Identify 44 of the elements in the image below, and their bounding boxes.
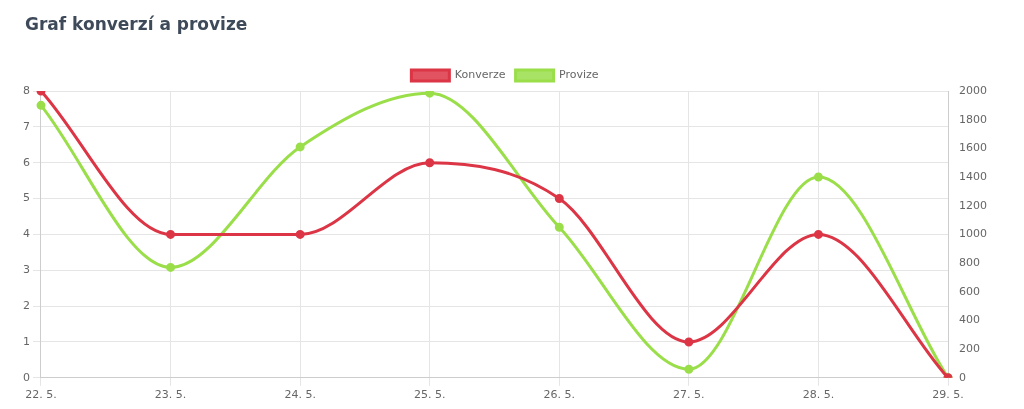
y2-tick-label: 1200: [959, 198, 988, 212]
x-tick-label: 23. 5.: [154, 388, 187, 402]
y2-tick-label: 400: [959, 313, 981, 327]
point: [36, 100, 46, 110]
y-tick-label: 5: [23, 191, 30, 205]
point: [554, 194, 564, 204]
y2-tick-label: 1400: [959, 169, 988, 183]
point: [166, 262, 176, 272]
point: [425, 158, 435, 168]
y-tick-label: 3: [23, 263, 30, 277]
point: [295, 142, 305, 152]
x-tick-label: 28. 5.: [802, 388, 835, 402]
point: [813, 172, 823, 182]
y-tick-label: 0: [23, 370, 30, 384]
x-tick-label: 29. 5.: [932, 388, 964, 402]
point: [166, 229, 176, 239]
legend-label: Provize: [559, 68, 599, 82]
y2-tick-label: 800: [959, 255, 981, 269]
x-tick-label: 26. 5.: [543, 388, 576, 402]
y2-tick-label: 2000: [959, 83, 988, 97]
x-tick-label: 25. 5.: [413, 388, 446, 402]
point: [684, 337, 694, 347]
y-tick-label: 2: [23, 298, 30, 312]
point: [425, 91, 435, 98]
point: [684, 364, 694, 374]
point: [554, 222, 564, 232]
y-tick-label: 1: [23, 334, 30, 348]
x-tick-label: 27. 5.: [673, 388, 705, 402]
x-tick-label: 24. 5.: [284, 388, 316, 402]
y2-tick-label: 1600: [959, 141, 988, 155]
point: [813, 229, 823, 239]
point: [295, 229, 305, 239]
y-tick-label: 7: [23, 119, 30, 133]
y-tick-label: 8: [23, 83, 30, 97]
y2-tick-label: 0: [959, 370, 967, 384]
y2-tick-label: 1800: [959, 112, 988, 126]
legend-label: Konverze: [454, 68, 506, 82]
y-tick-label: 4: [23, 227, 30, 241]
x-tick-label: 22. 5.: [25, 388, 57, 402]
y2-tick-label: 600: [959, 284, 981, 298]
y2-tick-label: 200: [959, 341, 981, 355]
y2-tick-label: 1000: [959, 227, 988, 241]
chart-title: Graf konverzí a provize: [25, 14, 248, 34]
y-tick-label: 6: [23, 155, 30, 169]
